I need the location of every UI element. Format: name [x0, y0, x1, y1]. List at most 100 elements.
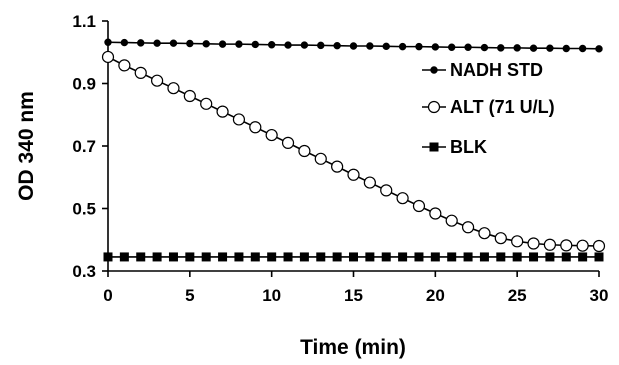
data-point [512, 252, 522, 262]
data-point [134, 66, 147, 79]
series-2 [103, 252, 604, 262]
data-point [284, 41, 292, 49]
data-point [234, 252, 244, 262]
x-ticks: 0 5 10 15 20 25 30 [103, 271, 608, 305]
legend-label: ALT (71 U/L) [450, 97, 555, 117]
data-point [333, 41, 341, 50]
data-point [562, 44, 570, 53]
y-tick-label: 1.1 [72, 12, 96, 31]
data-point [414, 252, 424, 262]
data-point [267, 252, 277, 262]
series-0 [104, 38, 603, 53]
data-point [429, 207, 442, 220]
data-point [366, 42, 374, 50]
data-point [317, 41, 325, 50]
legend-item: BLK [422, 137, 487, 157]
data-point [479, 252, 489, 262]
data-point [347, 168, 360, 181]
axes [107, 21, 599, 272]
data-point [101, 50, 115, 64]
x-tick-label: 30 [590, 286, 609, 305]
data-point [216, 105, 229, 118]
data-point [265, 128, 278, 142]
data-point [200, 97, 213, 110]
data-point [543, 238, 557, 251]
data-point [120, 38, 129, 47]
data-point [250, 252, 260, 262]
series-1 [101, 50, 606, 253]
data-point [398, 252, 408, 262]
data-point [118, 59, 131, 72]
data-point [167, 82, 180, 95]
legend: NADH STD ALT (71 U/L) BLK [422, 60, 555, 157]
data-point [103, 252, 113, 262]
data-point [380, 184, 393, 197]
data-point [529, 252, 539, 262]
data-point [561, 252, 571, 262]
y-tick-label: 0.7 [72, 137, 96, 156]
data-point [480, 43, 489, 52]
data-point [300, 41, 309, 49]
legend-marker [430, 66, 438, 74]
data-point [398, 42, 407, 51]
y-axis-title: OD 340 nm [15, 91, 38, 201]
data-point [363, 176, 376, 189]
data-point [283, 252, 293, 262]
data-point [592, 239, 606, 253]
data-point [332, 252, 342, 262]
data-point [314, 152, 327, 165]
data-point [463, 252, 473, 262]
data-point [396, 192, 409, 205]
data-point [218, 40, 227, 48]
data-point [496, 252, 506, 262]
x-tick-label: 15 [344, 286, 363, 305]
x-tick-label: 20 [426, 286, 445, 305]
data-point [381, 252, 391, 262]
x-tick-label: 10 [262, 286, 281, 305]
legend-label: BLK [450, 137, 487, 157]
y-tick-label: 0.5 [72, 200, 96, 219]
data-point [331, 160, 344, 173]
x-tick-label: 0 [103, 286, 112, 305]
data-point [249, 121, 262, 134]
data-point [415, 42, 423, 51]
data-point [152, 252, 162, 262]
series-layer [101, 38, 606, 262]
data-point [576, 239, 589, 252]
data-point [464, 43, 472, 51]
data-point [461, 221, 475, 234]
data-point [299, 252, 309, 262]
data-point [119, 252, 129, 262]
x-axis-title: Time (min) [300, 336, 406, 359]
y-tick-label: 0.9 [72, 75, 96, 94]
data-point [349, 42, 358, 50]
data-point [153, 39, 161, 47]
data-point [560, 239, 573, 252]
data-point [201, 252, 211, 262]
data-point [267, 41, 276, 49]
data-point [151, 74, 164, 87]
legend-marker [427, 100, 441, 114]
legend-item: NADH STD [422, 60, 543, 80]
data-point [546, 44, 554, 52]
data-point [349, 252, 358, 262]
data-point [316, 252, 326, 262]
data-point [529, 44, 538, 52]
data-point [137, 39, 145, 47]
data-point [578, 252, 588, 262]
legend-item: ALT (71 U/L) [422, 97, 555, 117]
legend-label: NADH STD [450, 60, 543, 80]
data-point [447, 252, 457, 262]
data-point [594, 252, 604, 262]
data-point [513, 44, 521, 52]
data-point [168, 252, 178, 262]
data-point [365, 252, 375, 262]
data-point [578, 44, 587, 53]
data-point [497, 44, 505, 52]
data-point [281, 136, 295, 149]
data-point [298, 144, 311, 158]
data-point [232, 113, 246, 126]
data-point [183, 89, 196, 103]
data-point [445, 214, 458, 227]
